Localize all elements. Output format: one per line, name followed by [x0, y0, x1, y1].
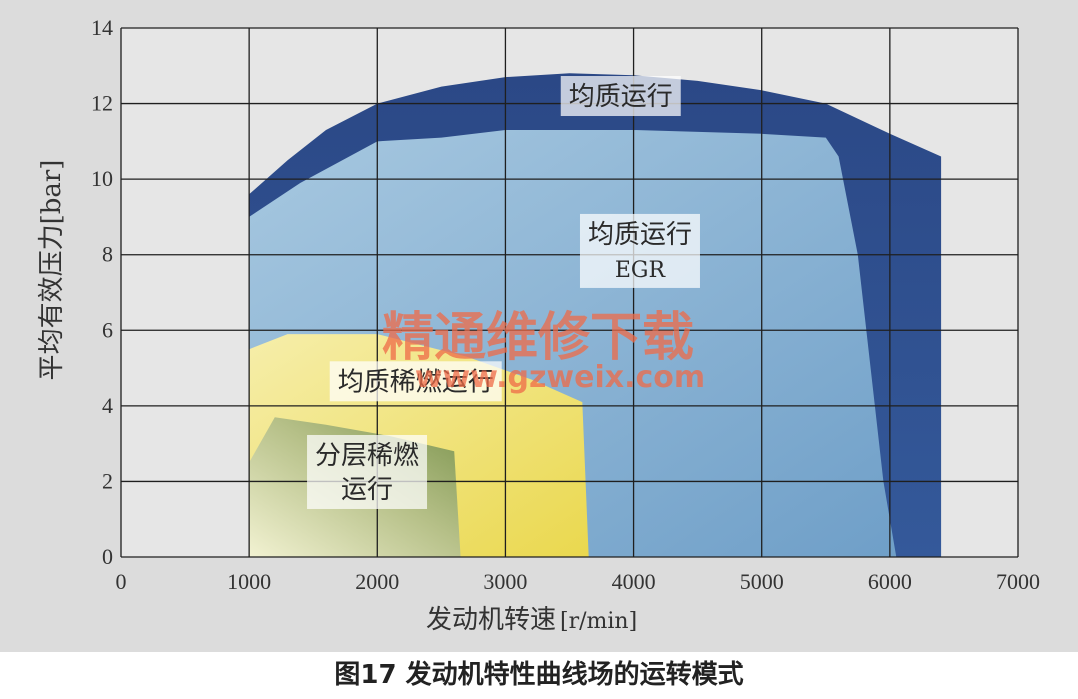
watermark-url: www.gzweix.com	[415, 360, 705, 395]
region-label-text: EGR	[615, 258, 667, 283]
y-axis-title: 平均有效压力[bar]	[37, 160, 67, 381]
region-label-2: 均质运行 EGR	[579, 213, 700, 288]
figure-caption: 图17 发动机特性曲线场的运转模式	[0, 652, 1078, 699]
region-label-text: 均质稀燃运行	[338, 367, 494, 397]
x-tick-label: 4000	[612, 569, 656, 594]
x-tick-label: 6000	[868, 569, 912, 594]
y-tick-label: 8	[102, 242, 113, 267]
y-tick-label: 10	[91, 166, 113, 191]
region-label-box	[307, 434, 428, 509]
region-label-box	[329, 361, 502, 402]
region-label-text: 分层稀燃	[315, 441, 419, 471]
x-tick-label: 3000	[483, 569, 527, 594]
y-tick-label: 14	[91, 15, 113, 40]
x-tick-label: 2000	[355, 569, 399, 594]
region-label-box	[560, 76, 681, 117]
x-tick-label: 0	[116, 569, 127, 594]
y-tick-label: 2	[102, 468, 113, 493]
x-axis-title: 发动机转速	[426, 605, 556, 635]
y-tick-label: 0	[102, 544, 113, 569]
region-label-box	[579, 213, 700, 288]
x-axis-unit: [r/min]	[560, 609, 637, 634]
y-tick-label: 6	[102, 317, 113, 342]
region-label-text: 均质运行	[588, 220, 692, 250]
y-tick-label: 12	[91, 91, 113, 116]
watermark-text: 精通维修下载	[382, 307, 694, 368]
x-tick-label: 1000	[227, 569, 271, 594]
x-tick-label: 7000	[996, 569, 1040, 594]
tick-labels-layer: 0 1000 2000 3000 4000 5000 6000 7000 0 2 4 6 8 10 12 14	[91, 15, 1040, 594]
x-tick-label: 5000	[740, 569, 784, 594]
region-label-3: 均质稀燃运行	[329, 361, 502, 402]
region-label-text: 运行	[341, 475, 393, 505]
region-label-1: 均质运行	[560, 76, 681, 117]
y-tick-label: 4	[102, 393, 113, 418]
region-label-text: 均质运行	[569, 82, 673, 112]
